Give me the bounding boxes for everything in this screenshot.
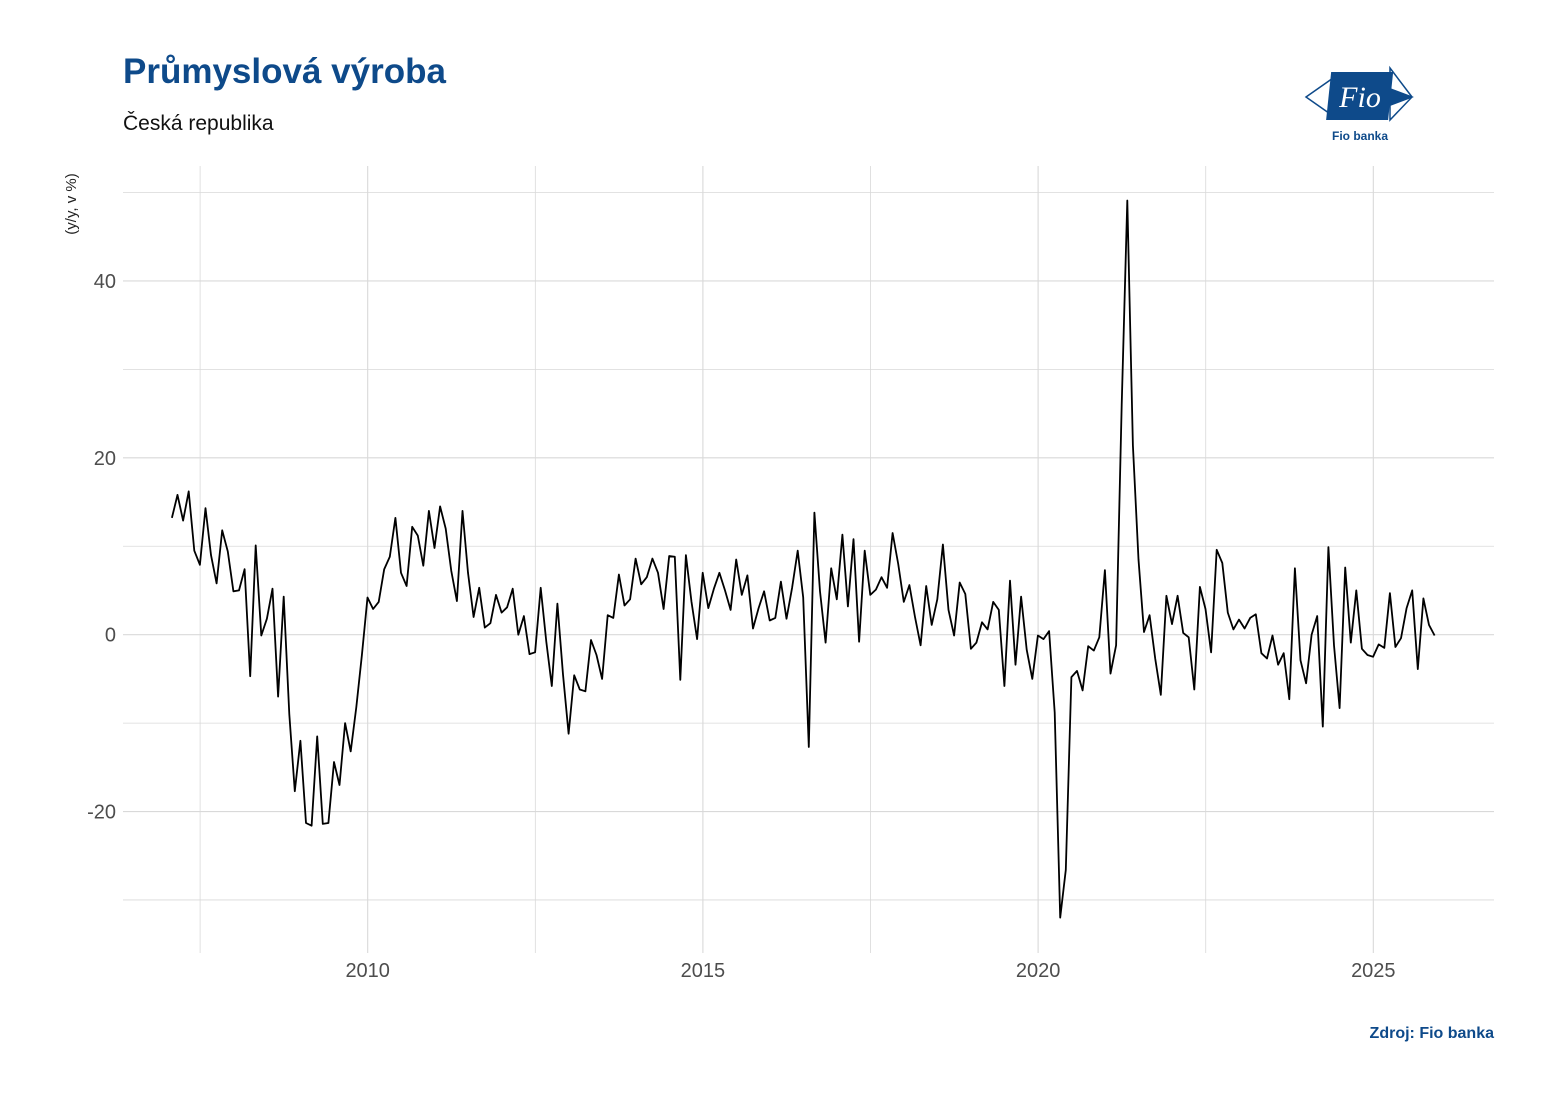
x-tick-label: 2010	[345, 960, 390, 982]
x-axis-ticks: 2010 2015 2020 2025	[345, 960, 1395, 982]
chart-title: Průmyslová výroba	[123, 52, 446, 91]
y-tick-label: 0	[105, 625, 116, 647]
logo-mark: Fio	[1338, 81, 1381, 114]
source-note: Zdroj: Fio banka	[1369, 1025, 1494, 1042]
logo-text: Fio banka	[1331, 129, 1388, 143]
fio-banka-logo: Fio	[1304, 65, 1414, 122]
grid-lines	[123, 166, 1494, 953]
chart-subtitle: Česká republika	[123, 112, 274, 135]
x-tick-label: 2020	[1016, 960, 1061, 982]
x-tick-label: 2015	[681, 960, 726, 982]
y-tick-label: 20	[94, 448, 116, 470]
x-tick-label: 2025	[1351, 960, 1396, 982]
series-line	[171, 199, 1436, 919]
y-tick-label: 40	[94, 271, 116, 293]
y-axis-label: (y/y, v %)	[63, 173, 80, 234]
y-axis-ticks: -20 0 20 40	[87, 271, 116, 824]
y-tick-label: -20	[87, 802, 116, 824]
